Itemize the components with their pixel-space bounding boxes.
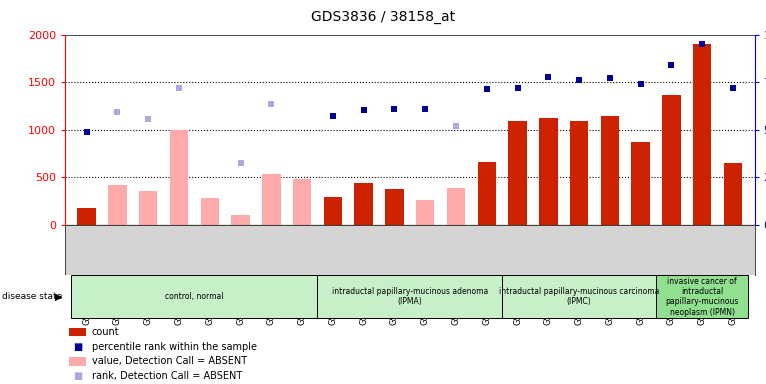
Text: GDS3836 / 38158_at: GDS3836 / 38158_at [311, 10, 455, 23]
Text: ■: ■ [73, 371, 82, 381]
Bar [477, 162, 496, 225]
Bar [262, 174, 280, 225]
Text: value, Detection Call = ABSENT: value, Detection Call = ABSENT [92, 356, 247, 366]
Bar [601, 116, 619, 225]
Bar [293, 179, 311, 225]
Bar [724, 163, 742, 225]
Bar [170, 130, 188, 225]
Text: ■: ■ [73, 342, 82, 352]
Bar [416, 200, 434, 225]
FancyBboxPatch shape [71, 275, 317, 318]
FancyBboxPatch shape [317, 275, 502, 318]
Bar [77, 208, 96, 225]
FancyBboxPatch shape [656, 275, 748, 318]
Bar [662, 95, 681, 225]
Text: invasive cancer of
intraductal
papillary-mucinous
neoplasm (IPMN): invasive cancer of intraductal papillary… [666, 276, 739, 317]
FancyBboxPatch shape [502, 275, 656, 318]
Text: ▶: ▶ [55, 291, 63, 302]
Text: rank, Detection Call = ABSENT: rank, Detection Call = ABSENT [92, 371, 242, 381]
Bar [139, 191, 158, 225]
Bar [509, 121, 527, 225]
Bar [447, 188, 465, 225]
Bar [631, 142, 650, 225]
Bar [693, 44, 712, 225]
Bar [355, 183, 373, 225]
Bar [539, 118, 558, 225]
Bar [385, 189, 404, 225]
Bar [323, 197, 342, 225]
Text: control, normal: control, normal [165, 292, 224, 301]
Text: count: count [92, 327, 119, 337]
Bar [108, 185, 126, 225]
Text: intraductal papillary-mucinous carcinoma
(IPMC): intraductal papillary-mucinous carcinoma… [499, 287, 660, 306]
Text: percentile rank within the sample: percentile rank within the sample [92, 342, 257, 352]
Text: disease state: disease state [2, 292, 62, 301]
Bar [570, 121, 588, 225]
Bar [201, 198, 219, 225]
Text: intraductal papillary-mucinous adenoma
(IPMA): intraductal papillary-mucinous adenoma (… [332, 287, 488, 306]
Bar [231, 215, 250, 225]
